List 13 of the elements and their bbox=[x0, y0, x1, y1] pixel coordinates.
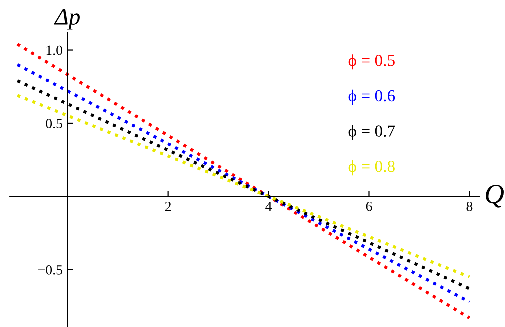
x-tick-label: 2 bbox=[165, 202, 172, 212]
x-tick-label: 6 bbox=[366, 202, 372, 212]
y-axis-title: Δp bbox=[54, 9, 80, 30]
x-tick-label: 8 bbox=[466, 202, 473, 212]
y-tick-label: 0.5 bbox=[46, 119, 62, 128]
text: ϕ = 0.7 bbox=[348, 125, 396, 140]
text: ϕ = 0.8 bbox=[348, 160, 395, 176]
x-axis-title: Q bbox=[486, 184, 504, 208]
y-tick-label: −0.5 bbox=[38, 265, 62, 275]
y-tick-label: 1.0 bbox=[46, 46, 62, 56]
x-tick-label: 4 bbox=[266, 202, 272, 212]
text: ϕ = 0.5 bbox=[348, 54, 395, 70]
text: ϕ = 0.6 bbox=[348, 90, 396, 106]
